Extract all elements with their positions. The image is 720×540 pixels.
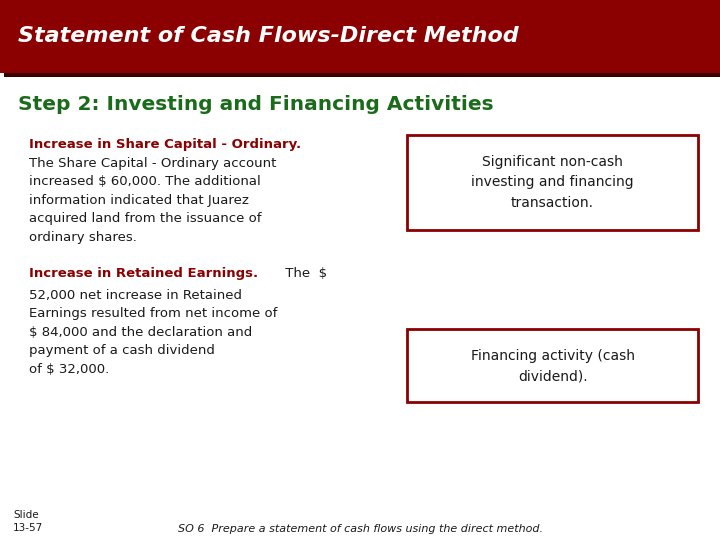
Text: Increase in Share Capital - Ordinary.: Increase in Share Capital - Ordinary.: [29, 138, 301, 151]
Text: Increase in Retained Earnings.: Increase in Retained Earnings.: [29, 267, 258, 280]
Text: 52,000 net increase in Retained
Earnings resulted from net income of
$ 84,000 an: 52,000 net increase in Retained Earnings…: [29, 289, 277, 376]
FancyBboxPatch shape: [0, 0, 720, 73]
Text: The  $: The $: [281, 267, 327, 280]
FancyBboxPatch shape: [407, 329, 698, 402]
Text: Financing activity (cash
dividend).: Financing activity (cash dividend).: [471, 348, 634, 383]
Text: Statement of Cash Flows-Direct Method: Statement of Cash Flows-Direct Method: [18, 26, 518, 46]
Text: Significant non-cash
investing and financing
transaction.: Significant non-cash investing and finan…: [472, 154, 634, 210]
Text: Step 2: Investing and Financing Activities: Step 2: Investing and Financing Activiti…: [18, 94, 494, 113]
Text: The Share Capital - Ordinary account
increased $ 60,000. The additional
informat: The Share Capital - Ordinary account inc…: [29, 157, 276, 244]
FancyBboxPatch shape: [0, 0, 720, 73]
Text: SO 6  Prepare a statement of cash flows using the direct method.: SO 6 Prepare a statement of cash flows u…: [178, 524, 542, 534]
FancyBboxPatch shape: [4, 2, 720, 77]
Text: Slide
13-57: Slide 13-57: [13, 510, 43, 532]
FancyBboxPatch shape: [407, 135, 698, 230]
